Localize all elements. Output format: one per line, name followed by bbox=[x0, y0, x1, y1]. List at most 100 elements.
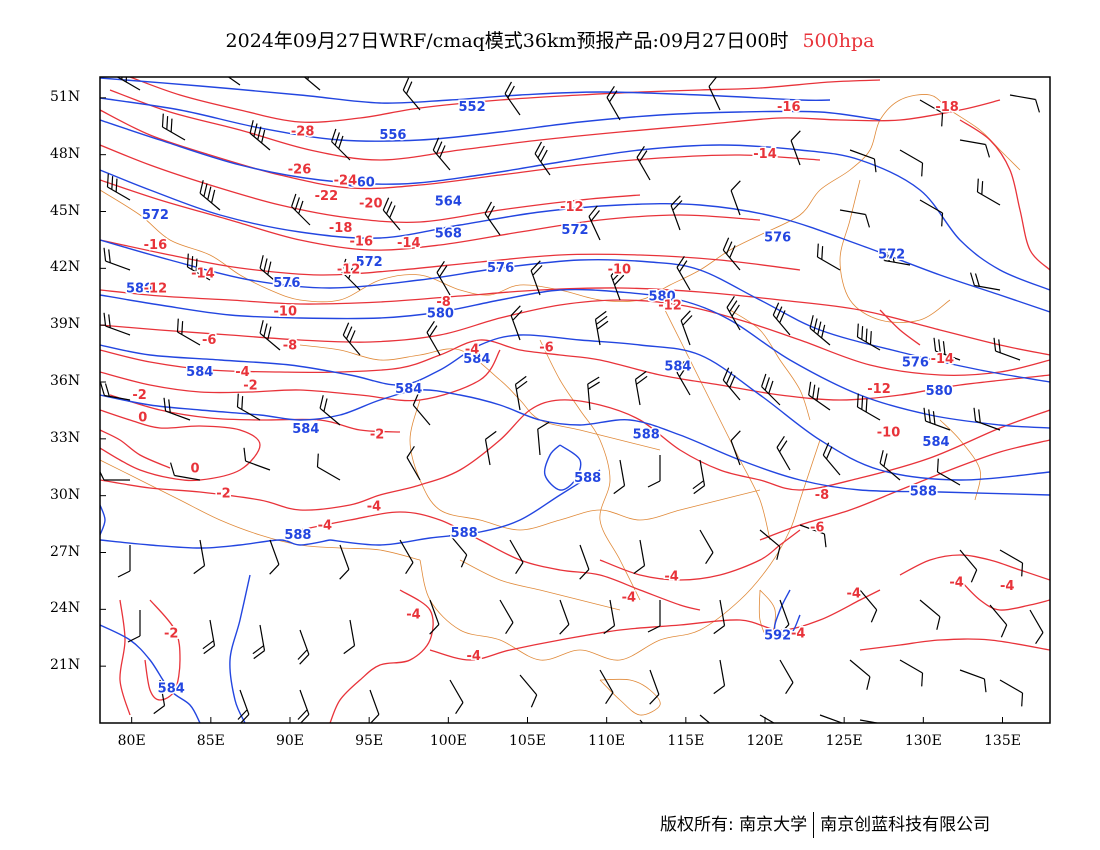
company-text: 南京创蓝科技有限公司 bbox=[820, 815, 991, 835]
temperature-contour-label: -14 bbox=[753, 147, 777, 162]
height-contour-label: 572 bbox=[561, 223, 588, 238]
wind-barb bbox=[169, 462, 201, 481]
temperature-contour-label: -20 bbox=[359, 196, 383, 211]
temperature-contour-label: -12 bbox=[144, 282, 168, 297]
temperature-contour-label: -4 bbox=[465, 342, 479, 357]
temperature-contour-label: -6 bbox=[202, 333, 216, 348]
wind-barb bbox=[809, 315, 831, 346]
temperature-contour-label: -4 bbox=[466, 649, 480, 664]
wind-barb bbox=[100, 382, 131, 401]
temperature-contour-label: -2 bbox=[370, 428, 384, 443]
province-border bbox=[758, 589, 776, 641]
wind-barb bbox=[432, 137, 451, 171]
lat-tick-label: 45N bbox=[50, 202, 81, 219]
temperature-contour bbox=[109, 89, 1001, 161]
temperature-contour-label: -12 bbox=[867, 382, 891, 397]
wind-barb bbox=[976, 178, 1001, 206]
wind-barb bbox=[103, 247, 131, 271]
temperature-contour-label: -18 bbox=[329, 221, 353, 236]
wind-barb bbox=[530, 260, 543, 296]
wind-barb bbox=[269, 539, 280, 575]
height-contour bbox=[329, 469, 601, 546]
wind-barb bbox=[923, 407, 951, 431]
wind-barb bbox=[999, 549, 1024, 577]
temperature-contour-label: -18 bbox=[935, 100, 959, 115]
temperature-contour-label: -24 bbox=[334, 174, 358, 189]
height-contour-label: 588 bbox=[574, 471, 601, 486]
lat-tick-label: 48N bbox=[50, 145, 81, 162]
height-contours bbox=[100, 77, 1050, 723]
wind-barb bbox=[639, 719, 658, 723]
temperature-contour bbox=[599, 529, 801, 581]
wind-barb bbox=[919, 99, 944, 127]
height-contour-label: 572 bbox=[878, 248, 905, 263]
temperature-contour-label: -10 bbox=[274, 304, 298, 319]
lon-tick-label: 115E bbox=[667, 733, 705, 749]
province-border bbox=[539, 339, 641, 601]
height-contour bbox=[100, 169, 1050, 313]
wind-barb bbox=[369, 689, 380, 723]
wind-barb bbox=[199, 180, 221, 211]
wind-barb bbox=[399, 539, 414, 575]
wind-barb bbox=[449, 534, 468, 568]
wind-barb bbox=[534, 141, 551, 176]
temperature-contour bbox=[100, 109, 821, 190]
lat-tick-label: 42N bbox=[50, 259, 81, 276]
wind-barb bbox=[699, 714, 721, 723]
wind-barb bbox=[816, 243, 841, 271]
wind-barb bbox=[879, 247, 911, 266]
temperature-contour-label: -12 bbox=[337, 263, 361, 278]
wind-barb bbox=[343, 619, 356, 655]
wind-barb bbox=[899, 149, 924, 177]
wind-barb bbox=[899, 659, 924, 687]
height-contour-label: 580 bbox=[126, 282, 153, 297]
wind-barb bbox=[959, 139, 991, 158]
wind-barb bbox=[692, 459, 706, 495]
height-contour bbox=[100, 624, 201, 723]
wind-barb bbox=[339, 544, 350, 580]
height-contour bbox=[100, 119, 1050, 291]
wind-barb bbox=[537, 421, 550, 456]
province-border bbox=[419, 439, 821, 661]
wind-barb bbox=[499, 599, 514, 635]
wind-barb bbox=[849, 659, 871, 690]
wind-barb bbox=[236, 393, 261, 421]
wind-barb bbox=[859, 589, 878, 623]
wind-barb bbox=[504, 81, 521, 116]
lon-tick-label: 135E bbox=[984, 733, 1021, 749]
wind-barb bbox=[856, 393, 881, 421]
province-border bbox=[299, 344, 661, 451]
temperature-contour bbox=[100, 239, 801, 276]
temperature-contour bbox=[100, 299, 1050, 377]
height-contour-label: 572 bbox=[356, 255, 383, 270]
temperature-contour-label: -16 bbox=[350, 234, 374, 249]
temperature-contour bbox=[100, 179, 761, 251]
wind-barb bbox=[708, 77, 721, 111]
height-contour-label: 588 bbox=[284, 528, 311, 543]
lon-tick-label: 100E bbox=[429, 733, 467, 749]
wind-barb bbox=[1009, 94, 1041, 113]
temperature-contour bbox=[299, 511, 701, 611]
temperature-contour bbox=[959, 119, 1050, 271]
wind-barb bbox=[402, 77, 421, 111]
axis-ticks bbox=[100, 97, 1003, 723]
wind-barb bbox=[822, 442, 841, 476]
height-contour bbox=[100, 288, 1050, 429]
temperature-contour-label: 0 bbox=[138, 410, 147, 425]
wind-barb bbox=[163, 397, 191, 421]
height-contour bbox=[100, 334, 1050, 481]
lat-tick-label: 21N bbox=[50, 657, 81, 674]
wind-barb bbox=[670, 195, 683, 231]
wind-barb bbox=[713, 659, 726, 695]
temperature-contour-label: -14 bbox=[931, 352, 955, 367]
wind-barb bbox=[759, 529, 781, 560]
height-contour-label: 588 bbox=[451, 526, 478, 541]
lat-tick-label: 33N bbox=[50, 429, 81, 446]
temperature-contour-label: -4 bbox=[791, 626, 805, 641]
height-contour bbox=[100, 539, 331, 549]
wind-barb bbox=[412, 392, 431, 426]
temperature-contour-label: -8 bbox=[815, 488, 829, 503]
temperature-contour-label: -6 bbox=[539, 340, 553, 355]
lon-tick-label: 120E bbox=[746, 733, 784, 749]
lon-tick-label: 90E bbox=[275, 733, 305, 749]
